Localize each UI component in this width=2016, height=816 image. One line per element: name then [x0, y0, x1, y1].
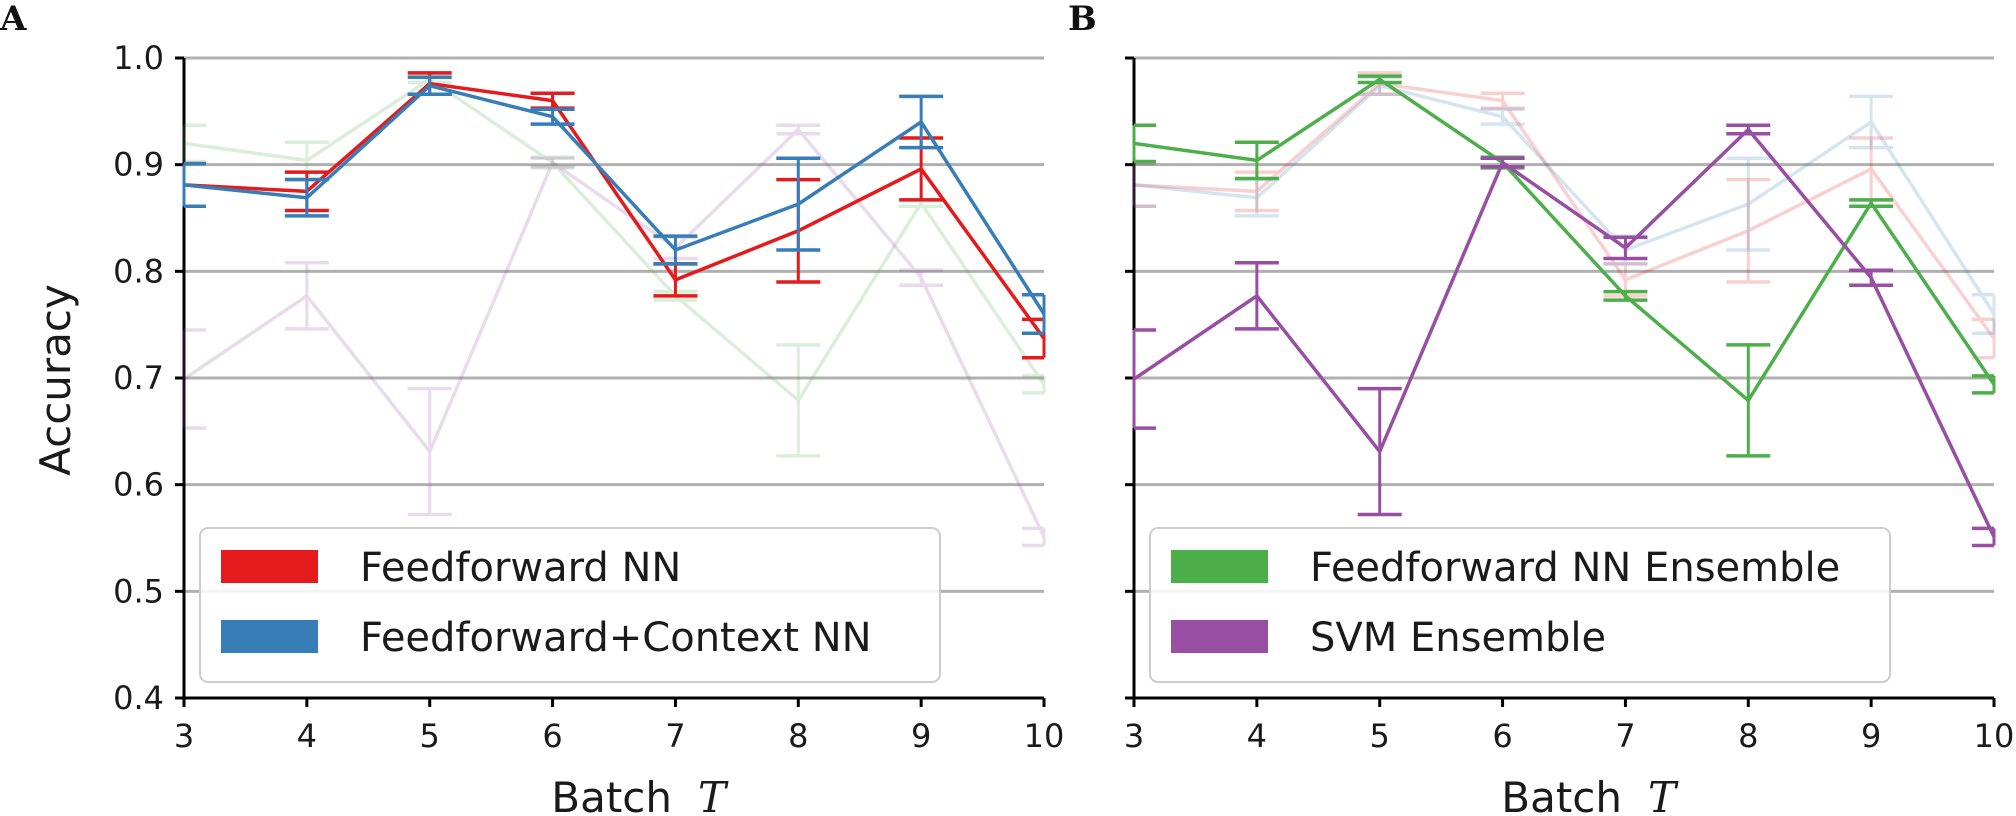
x-tick-label: 6 [542, 717, 562, 755]
y-tick-label: 1.0 [113, 39, 164, 77]
main-series-a [182, 71, 1046, 360]
x-tick-label: 9 [1861, 717, 1881, 755]
legend-label-svm-ensemble: SVM Ensemble [1310, 615, 1606, 661]
legend-label-feedforward-nn: Feedforward NN [360, 545, 681, 591]
x-tick-label: 5 [1370, 717, 1390, 755]
series-line [183, 77, 1046, 403]
legend-b: Feedforward NN Ensemble SVM Ensemble [1149, 527, 1891, 683]
y-ticks-b [1125, 56, 1134, 700]
y-tick-label: 0.6 [113, 466, 164, 504]
x-tick-label: 3 [174, 717, 194, 755]
x-tick-label: 8 [788, 717, 808, 755]
x-axis-title-a: Batch [551, 773, 672, 816]
legend-swatch-ff-ensemble [1171, 550, 1268, 583]
x-axis-title-b: Batch [1501, 773, 1622, 816]
x-tick-label: 10 [1024, 717, 1065, 755]
x-ticks-b: 3 4 5 6 7 8 9 10 [1124, 698, 2015, 755]
legend-swatch-svm-ensemble [1171, 620, 1268, 653]
series-feedforward-context-nn [182, 75, 1046, 335]
legend-swatch-feedforward-context-nn [221, 620, 318, 653]
legend-label-feedforward-context-nn: Feedforward+Context NN [360, 615, 872, 661]
legend-label-ff-ensemble: Feedforward NN Ensemble [1310, 545, 1840, 591]
x-tick-label: 4 [297, 717, 317, 755]
series-line [1133, 77, 1996, 403]
x-tick-label: 7 [665, 717, 685, 755]
panel-a-label: A [0, 0, 27, 39]
legend-box-b [1149, 527, 1891, 683]
x-tick-label: 5 [420, 717, 440, 755]
y-ticks-a: 0.4 0.5 0.6 0.7 0.8 0.9 1.0 [113, 39, 184, 717]
series-line [1133, 81, 1996, 340]
x-tick-label: 4 [1247, 717, 1267, 755]
y-tick-label: 0.8 [113, 252, 164, 290]
panel-a: A Accuracy Batch T 3 4 5 6 7 8 9 10 0.40.50.60.… [0, 0, 1064, 816]
series-svm-ensemble [1132, 123, 1996, 548]
x-tick-label: 9 [911, 717, 931, 755]
x-axis-symbol-b: T [1648, 773, 1679, 816]
panel-b-label: B [1068, 0, 1097, 39]
x-tick-label: 3 [1124, 717, 1144, 755]
y-tick-label: 0.5 [113, 572, 164, 610]
x-tick-label: 7 [1615, 717, 1635, 755]
x-tick-label: 6 [1492, 717, 1512, 755]
y-tick-label: 0.9 [113, 146, 164, 184]
y-tick-label: 0.4 [113, 679, 164, 717]
legend-a: Feedforward NN Feedforward+Context NN [199, 527, 941, 683]
main-series-b [1132, 74, 1996, 548]
series-line [1133, 127, 1996, 538]
series-feedforward-nn-ensemble [182, 74, 1046, 458]
y-tick-label: 0.7 [113, 359, 164, 397]
series-feedforward-nn-ensemble [1132, 74, 1996, 458]
series-line [183, 127, 1046, 538]
x-tick-label: 8 [1738, 717, 1758, 755]
y-axis-title: Accuracy [31, 284, 80, 476]
x-axis-symbol-a: T [698, 773, 729, 816]
legend-box-a [199, 527, 941, 683]
panel-b: B Batch T 3 4 5 6 7 8 9 10 Feedforward NN Ensem… [1068, 0, 2014, 816]
x-ticks-a: 3 4 5 6 7 8 9 10 [174, 698, 1065, 755]
x-tick-label: 10 [1974, 717, 2015, 755]
legend-swatch-feedforward-nn [221, 550, 318, 583]
